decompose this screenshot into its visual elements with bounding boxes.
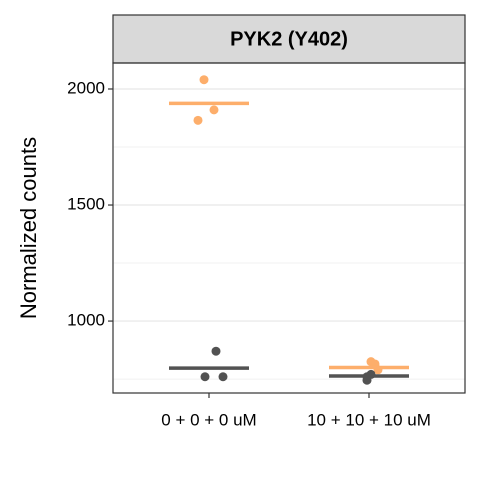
data-point bbox=[362, 375, 372, 385]
facet-strip bbox=[112, 14, 466, 64]
data-point bbox=[211, 346, 221, 356]
panel-border bbox=[112, 62, 466, 394]
y-tick-label: 2000 bbox=[67, 78, 105, 97]
y-tick-label: 1000 bbox=[67, 311, 105, 330]
x-tick-label: 0 + 0 + 0 uM bbox=[161, 410, 256, 429]
facet-title: PYK2 (Y402) bbox=[230, 28, 348, 50]
data-point bbox=[209, 105, 219, 115]
y-tick-label: 1500 bbox=[67, 195, 105, 214]
y-axis-title: Normalized counts bbox=[16, 137, 41, 319]
data-point bbox=[199, 75, 209, 85]
data-point bbox=[200, 372, 210, 382]
data-point bbox=[193, 115, 203, 125]
data-point bbox=[218, 372, 228, 382]
x-tick-label: 10 + 10 + 10 uM bbox=[307, 410, 431, 429]
